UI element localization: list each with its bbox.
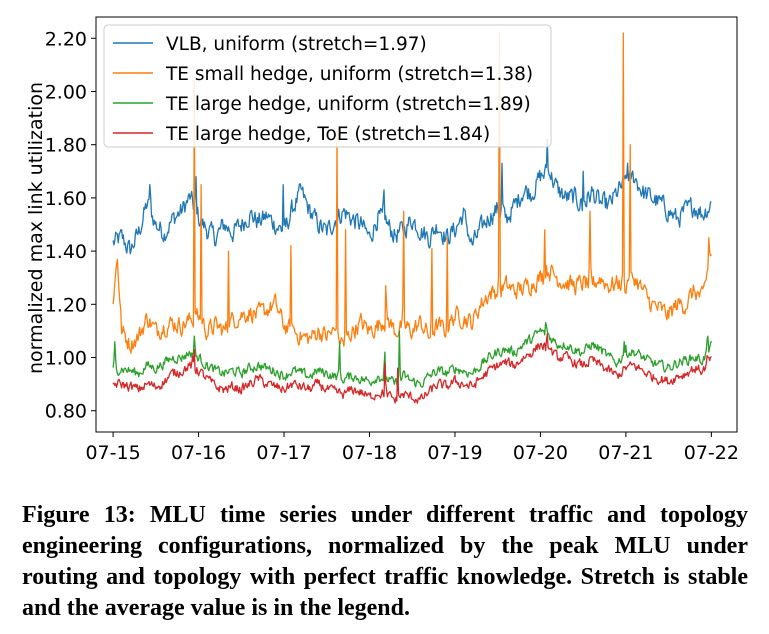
y-tick-label: 1.00 [45, 348, 87, 370]
plot-frame [95, 16, 738, 433]
x-tick-label: 07-15 [85, 442, 140, 464]
y-axis-label: normalized max link utilization [25, 82, 47, 374]
y-tick-label: 2.20 [45, 28, 87, 50]
x-tick-label: 07-16 [171, 442, 226, 464]
legend: VLB, uniform (stretch=1.97) TE small hedg… [103, 24, 552, 148]
caption-text: MLU time series under different traffic … [22, 502, 748, 621]
series-line-4 [112, 333, 712, 404]
x-axis: 07-15 07-16 07-17 07-18 07-19 07-20 07-21 07-22 [85, 432, 739, 464]
x-tick-label: 07-17 [256, 442, 311, 464]
series-line-1 [112, 138, 712, 255]
series-layer [112, 32, 713, 404]
legend-box [103, 24, 552, 148]
x-tick-label: 07-21 [598, 442, 653, 464]
y-tick-label: 1.80 [45, 135, 87, 157]
caption-label: Figure 13: [22, 502, 136, 528]
y-axis: 0.80 1.00 1.20 1.40 1.60 1.80 2.00 2.20 [45, 28, 96, 423]
y-tick-label: 0.80 [45, 401, 87, 423]
y-tick-label: 1.20 [45, 294, 87, 316]
legend-label-3: TE large hedge, uniform (stretch=1.89) [165, 94, 531, 115]
series-line-2 [112, 32, 712, 354]
x-tick-label: 07-19 [427, 442, 482, 464]
x-tick-label: 07-18 [342, 442, 397, 464]
legend-label-4: TE large hedge, ToE (stretch=1.84) [165, 124, 490, 145]
y-tick-label: 1.40 [45, 241, 87, 263]
y-tick-label: 2.00 [45, 81, 87, 103]
y-tick-label: 1.60 [45, 188, 87, 210]
x-tick-label: 07-20 [513, 442, 568, 464]
figure-caption: Figure 13: MLU time series under differe… [22, 500, 748, 624]
mlu-time-series-chart: 0.801.001.201.401.601.802.002.20 07-15 07… [25, 16, 739, 464]
legend-label-1: VLB, uniform (stretch=1.97) [166, 34, 427, 55]
series-line-3 [112, 322, 713, 388]
x-tick-label: 07-22 [684, 442, 739, 464]
legend-label-2: TE small hedge, uniform (stretch=1.38) [165, 64, 533, 85]
